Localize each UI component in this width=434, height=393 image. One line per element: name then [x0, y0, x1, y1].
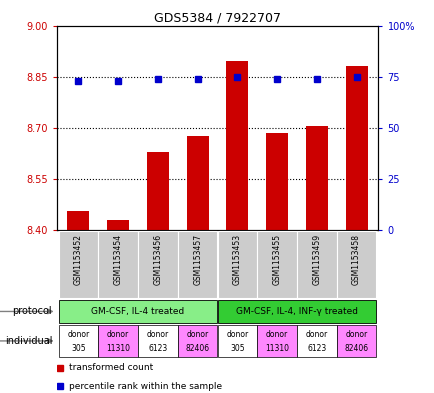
Bar	[336, 231, 375, 298]
Text: GSM1153459: GSM1153459	[312, 234, 321, 285]
Bar	[59, 300, 217, 323]
Text: donor: donor	[305, 331, 327, 340]
Bar	[257, 325, 296, 357]
Bar	[67, 211, 89, 230]
Bar	[107, 220, 129, 230]
Bar	[98, 325, 138, 357]
Text: GSM1153454: GSM1153454	[113, 234, 122, 285]
Text: GSM1153453: GSM1153453	[232, 234, 241, 285]
Text: 11310: 11310	[106, 344, 130, 353]
Bar	[186, 136, 208, 230]
Text: 82406: 82406	[185, 344, 209, 353]
Bar	[266, 133, 287, 230]
Text: GSM1153452: GSM1153452	[74, 234, 83, 285]
Bar	[217, 231, 256, 298]
Text: GM-CSF, IL-4 treated: GM-CSF, IL-4 treated	[91, 307, 184, 316]
Bar	[336, 325, 375, 357]
Text: donor: donor	[345, 331, 367, 340]
Text: 82406: 82406	[344, 344, 368, 353]
Text: donor: donor	[186, 331, 208, 340]
Bar	[178, 325, 217, 357]
Text: individual: individual	[5, 336, 52, 346]
Text: GSM1153458: GSM1153458	[351, 234, 360, 285]
Bar	[138, 325, 177, 357]
Text: GSM1153456: GSM1153456	[153, 234, 162, 285]
Text: donor: donor	[67, 331, 89, 340]
Bar	[226, 61, 248, 230]
Bar	[257, 231, 296, 298]
Text: 11310: 11310	[264, 344, 289, 353]
Bar	[138, 231, 177, 298]
Bar	[296, 231, 336, 298]
Bar	[296, 325, 336, 357]
Text: GM-CSF, IL-4, INF-γ treated: GM-CSF, IL-4, INF-γ treated	[235, 307, 357, 316]
Text: percentile rank within the sample: percentile rank within the sample	[69, 382, 222, 391]
Bar	[217, 325, 256, 357]
Bar	[98, 231, 138, 298]
Text: GSM1153455: GSM1153455	[272, 234, 281, 285]
Text: transformed count: transformed count	[69, 364, 153, 373]
Text: donor: donor	[146, 331, 169, 340]
Text: 6123: 6123	[148, 344, 167, 353]
Text: protocol: protocol	[13, 307, 52, 316]
Bar	[59, 231, 98, 298]
Bar	[178, 231, 217, 298]
Bar	[217, 300, 375, 323]
Text: 6123: 6123	[306, 344, 326, 353]
Text: donor: donor	[107, 331, 129, 340]
Title: GDS5384 / 7922707: GDS5384 / 7922707	[154, 11, 280, 24]
Text: 305: 305	[71, 344, 85, 353]
Bar	[305, 126, 327, 230]
Bar	[59, 325, 98, 357]
Bar	[147, 152, 168, 230]
Bar	[345, 66, 367, 230]
Text: donor: donor	[265, 331, 288, 340]
Text: donor: donor	[226, 331, 248, 340]
Text: GSM1153457: GSM1153457	[193, 234, 202, 285]
Text: 305: 305	[230, 344, 244, 353]
